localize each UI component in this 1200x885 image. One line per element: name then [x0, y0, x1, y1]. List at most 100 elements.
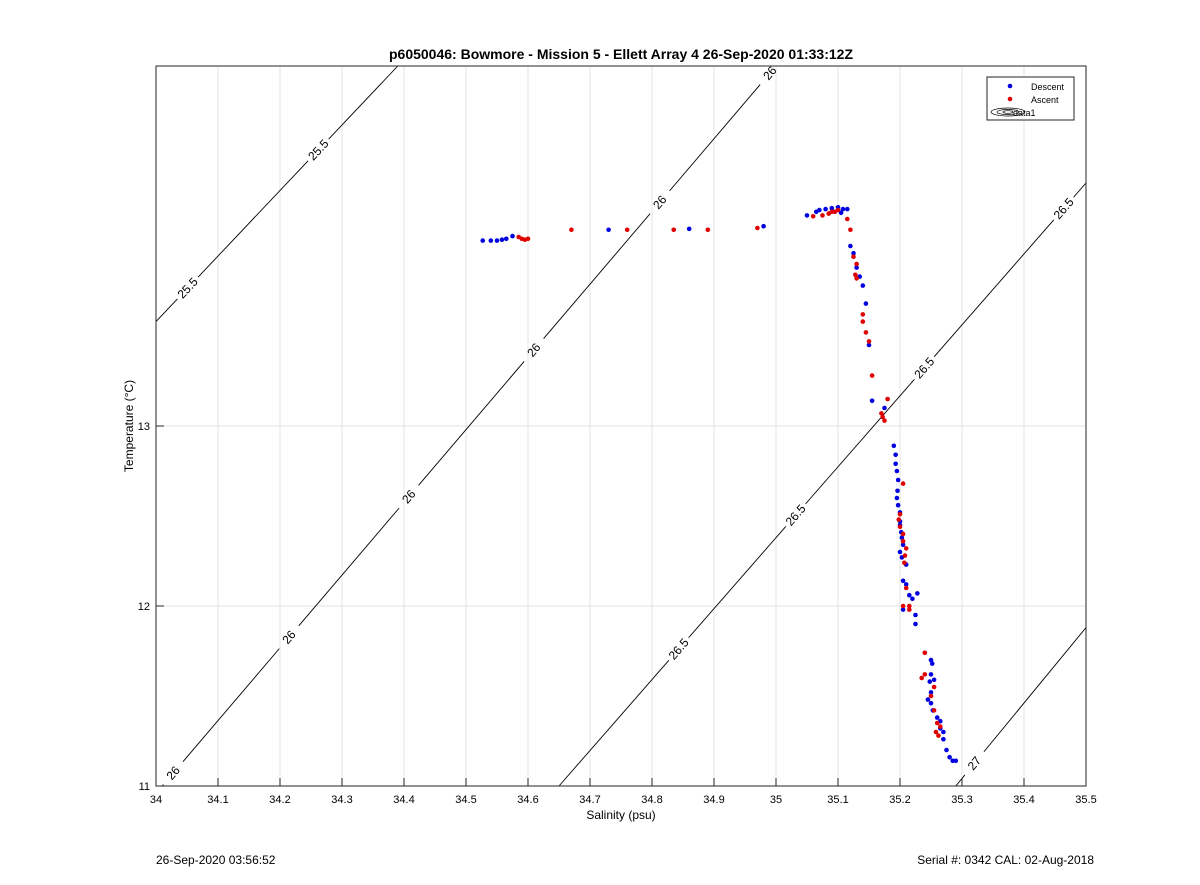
ascent-point: [880, 414, 885, 420]
ascent-point: [860, 319, 866, 324]
ascent-point: [900, 531, 906, 537]
descent-point: [860, 283, 866, 288]
contour-label: 26: [279, 627, 299, 646]
descent-point: [851, 250, 856, 256]
ascent-point: [922, 650, 928, 656]
x-tick-label: 34.7: [579, 794, 600, 806]
x-tick-label: 34.1: [207, 794, 228, 806]
ascent-point: [853, 272, 858, 278]
descent-point: [929, 661, 935, 666]
descent-point: [895, 502, 901, 508]
descent-point: [480, 238, 486, 243]
contour-line-26: [182, 648, 280, 762]
legend-data1-label: data1: [1013, 108, 1036, 118]
legend-ascent-marker: [1007, 96, 1013, 102]
descent-point: [869, 398, 875, 404]
chart-title: p6050046: Bowmore - Mission 5 - Ellett A…: [389, 46, 853, 62]
ascent-point: [869, 373, 875, 378]
descent-point: [944, 747, 949, 753]
ascent-point: [854, 261, 859, 267]
descent-point: [900, 578, 906, 584]
descent-point: [894, 495, 900, 501]
x-tick-label: 34.8: [641, 794, 662, 806]
x-axis-label: Salinity (psu): [586, 808, 655, 822]
y-tick-label: 13: [138, 421, 150, 433]
y-tick-label: 12: [138, 601, 150, 613]
descent-point: [840, 206, 846, 212]
ascent-point: [624, 227, 630, 233]
descent-point: [928, 700, 934, 706]
ascent-point: [854, 276, 859, 281]
legend-contour-icon: [990, 107, 1026, 117]
ascent-point: [848, 227, 853, 233]
descent-point: [606, 227, 611, 233]
descent-point: [931, 677, 937, 683]
x-tick-label: 34.9: [703, 794, 724, 806]
contour-label: 25.5: [305, 136, 331, 163]
descent-point: [504, 236, 509, 242]
legend-box: [986, 76, 1075, 121]
contour-line-25.5: [328, 65, 399, 140]
descent-point: [845, 206, 850, 212]
contour-label: 27: [965, 754, 984, 773]
descent-point: [848, 243, 853, 249]
legend-descent-label: Descent: [1031, 82, 1065, 92]
descent-point: [838, 210, 844, 215]
ascent-point: [879, 411, 884, 416]
descent-point: [863, 301, 869, 306]
descent-point: [893, 461, 898, 467]
descent-point: [925, 697, 931, 702]
ascent-point: [882, 418, 887, 423]
y-axis-label: Temperature (°C): [122, 380, 136, 472]
x-tick-label: 35.5: [1075, 794, 1096, 806]
descent-point: [897, 549, 903, 555]
x-tick-label: 35.2: [889, 794, 910, 806]
x-tick-label: 34.3: [331, 794, 352, 806]
ascent-point: [903, 585, 909, 591]
ascent-point: [928, 693, 934, 699]
contour-line-27: [983, 627, 1087, 753]
descent-point: [941, 729, 946, 735]
ascent-point: [931, 684, 937, 690]
ascent-point: [933, 729, 939, 735]
contour-label: 26.5: [783, 502, 809, 529]
ascent-point: [902, 553, 908, 558]
descent-point: [829, 205, 835, 211]
descent-point: [891, 443, 897, 449]
ascent-point: [885, 396, 890, 402]
ascent-point: [902, 560, 907, 566]
contour-label: 26: [164, 763, 184, 782]
legend: Descent Ascent data1: [986, 76, 1075, 121]
descent-point: [882, 405, 887, 411]
x-tick-label: 34.5: [455, 794, 476, 806]
descent-point: [804, 213, 810, 218]
contour-line-26.5: [933, 219, 1055, 357]
contour-label: 26: [399, 487, 419, 506]
contour-label: 26: [650, 192, 670, 211]
descent-point: [913, 621, 918, 627]
descent-point: [913, 612, 918, 618]
x-tick-label: 35.1: [827, 794, 848, 806]
ascent-point: [931, 708, 937, 713]
ascent-point: [569, 227, 574, 233]
contour-line-26.5: [805, 378, 915, 505]
descent-point: [895, 477, 901, 483]
ascent-point: [810, 214, 816, 219]
ascent-point: [903, 546, 909, 551]
grid: [156, 66, 1086, 787]
descent-point: [866, 342, 872, 348]
ascent-point: [897, 511, 903, 517]
descent-point: [927, 679, 933, 684]
descent-point: [928, 690, 934, 695]
descent-point: [893, 452, 898, 458]
x-tick-label: 34.2: [269, 794, 290, 806]
descent-point: [910, 596, 915, 602]
descent-point: [817, 207, 822, 213]
contour-line-26: [298, 507, 400, 627]
descent-point: [761, 223, 766, 229]
x-tick-label: 35: [770, 794, 782, 806]
descent-point: [488, 238, 494, 243]
ascent-point: [835, 207, 841, 213]
contour-line-26.5: [688, 526, 787, 639]
